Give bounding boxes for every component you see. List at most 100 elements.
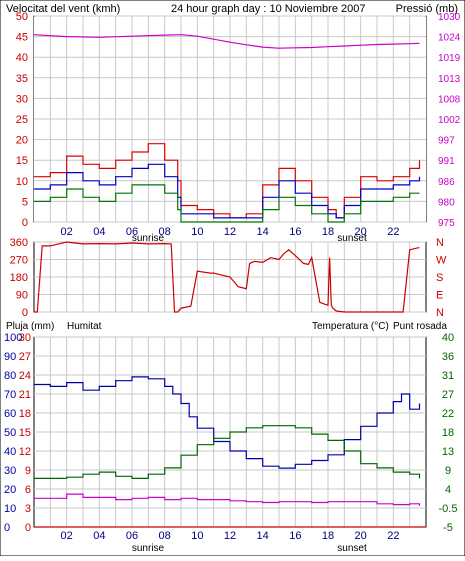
pressure-tick-label: 1024 xyxy=(438,33,461,44)
climate-x-tick-label: 12 xyxy=(224,530,236,542)
wind-x-tick-label: 08 xyxy=(159,226,171,238)
pressure-series-line xyxy=(33,34,420,49)
climate-x-tick-label: 18 xyxy=(322,530,334,542)
temperature-tick-label: 40 xyxy=(442,332,454,344)
wind-x-tick-label: 14 xyxy=(257,226,269,238)
graph-title: 24 hour graph day : 10 Noviembre 2007 xyxy=(171,3,365,15)
pressure-tick-label: 980 xyxy=(438,197,455,208)
direction-compass-label: S xyxy=(436,272,443,284)
sunrise-label-top: sunrise xyxy=(132,233,165,244)
wind-tick-label: 40 xyxy=(16,52,28,64)
pressure-tick-label: 1008 xyxy=(438,94,461,105)
rain-tick-label: 12 xyxy=(19,446,31,458)
rain-axis-label: Pluja (mm) xyxy=(6,321,54,332)
direction-tick-label: 90 xyxy=(16,290,28,302)
humidity-series-line xyxy=(34,376,421,469)
wind-tick-label: 20 xyxy=(16,135,28,147)
rain-tick-label: 9 xyxy=(25,465,31,477)
pressure-tick-label: 986 xyxy=(438,177,455,188)
direction-compass-label: W xyxy=(436,255,447,267)
rain-tick-label: 0 xyxy=(25,522,31,534)
wind-x-tick-label: 20 xyxy=(355,226,367,238)
rain-tick-label: 24 xyxy=(19,370,31,382)
climate-x-tick-label: 06 xyxy=(126,530,138,542)
humidity-tick-label: 0 xyxy=(4,522,10,534)
wind-x-tick-label: 04 xyxy=(93,226,105,238)
humidity-tick-label: 70 xyxy=(4,389,16,401)
humidity-tick-label: 30 xyxy=(4,465,16,477)
wind-x-tick-label: 16 xyxy=(289,226,301,238)
rain-tick-label: 30 xyxy=(19,332,31,344)
temperature-tick-label: 31 xyxy=(442,370,454,382)
pressure-tick-label: 975 xyxy=(438,218,455,229)
direction-series-line xyxy=(34,241,420,313)
climate-x-tick-label: 20 xyxy=(355,530,367,542)
temperature-tick-label: 27 xyxy=(442,389,454,401)
wind-tick-label: 45 xyxy=(16,32,28,44)
wind-tick-label: 35 xyxy=(16,73,28,85)
temperature-tick-label: 22 xyxy=(442,408,454,420)
temperature-tick-label: -5 xyxy=(443,522,453,534)
wind-series-line xyxy=(34,184,420,223)
wind-x-tick-label: 06 xyxy=(126,226,138,238)
sunset-label-bottom: sunset xyxy=(337,543,367,554)
wind-tick-label: 50 xyxy=(16,11,28,23)
temperature-tick-label: 9 xyxy=(445,465,451,477)
humidity-tick-label: 90 xyxy=(4,351,16,363)
wind-tick-label: 30 xyxy=(16,93,28,105)
wind-x-tick-label: 02 xyxy=(61,226,73,238)
rain-tick-label: 15 xyxy=(19,427,31,439)
dewpoint-series-line xyxy=(34,493,421,506)
pressure-axis-label: Pressió (mb) xyxy=(396,3,458,15)
rain-tick-label: 27 xyxy=(19,351,31,363)
climate-x-tick-label: 14 xyxy=(257,530,269,542)
wind-tick-label: 5 xyxy=(22,196,28,208)
direction-compass-label: N xyxy=(436,237,444,249)
sunrise-label-bottom: sunrise xyxy=(132,543,165,554)
wind-tick-label: 10 xyxy=(16,176,28,188)
wind-tick-label: 15 xyxy=(16,155,28,167)
pressure-tick-label: 1030 xyxy=(438,12,461,23)
wind-x-tick-label: 18 xyxy=(322,226,334,238)
direction-compass-label: N xyxy=(436,307,444,319)
series-layer xyxy=(33,34,426,528)
wind-tick-label: 0 xyxy=(22,217,28,229)
temperature-tick-label: -0.5 xyxy=(439,503,458,515)
pressure-tick-label: 997 xyxy=(438,136,455,147)
climate-x-tick-label: 10 xyxy=(191,530,203,542)
wind-x-tick-label: 22 xyxy=(387,226,399,238)
rain-tick-label: 6 xyxy=(25,484,31,496)
direction-compass-label: E xyxy=(436,290,443,302)
temperature-tick-label: 18 xyxy=(442,427,454,439)
temperature-tick-label: 4 xyxy=(445,484,451,496)
temperature-series-line xyxy=(34,425,421,479)
climate-x-tick-label: 02 xyxy=(61,530,73,542)
pressure-tick-label: 1019 xyxy=(438,53,461,64)
temperature-tick-label: 36 xyxy=(442,351,454,363)
sunset-label-top: sunset xyxy=(337,233,367,244)
wind-x-tick-label: 12 xyxy=(224,226,236,238)
wind-axis-label: Velocitat del vent (kmh) xyxy=(6,3,120,15)
wind-x-tick-label: 10 xyxy=(191,226,203,238)
dewpoint-axis-label: Punt rosada xyxy=(393,321,447,332)
temperature-tick-label: 13 xyxy=(442,446,454,458)
direction-tick-label: 360 xyxy=(10,237,28,249)
climate-x-tick-label: 22 xyxy=(387,530,399,542)
rain-tick-label: 3 xyxy=(25,503,31,515)
humidity-axis-label: Humitat xyxy=(67,321,102,332)
pressure-tick-label: 1013 xyxy=(438,74,461,85)
humidity-tick-label: 20 xyxy=(4,484,16,496)
rain-tick-label: 18 xyxy=(19,408,31,420)
direction-tick-label: 0 xyxy=(22,307,28,319)
pressure-tick-label: 991 xyxy=(438,156,455,167)
humidity-tick-label: 80 xyxy=(4,370,16,382)
humidity-tick-label: 60 xyxy=(4,408,16,420)
humidity-tick-label: 50 xyxy=(4,427,16,439)
axis-labels-layer: 0510152025303540455097598098699199710021… xyxy=(4,11,461,542)
pressure-tick-label: 1002 xyxy=(438,115,461,126)
humidity-tick-label: 100 xyxy=(4,332,22,344)
direction-tick-label: 180 xyxy=(10,272,28,284)
temperature-axis-label: Temperatura (°C) xyxy=(312,321,389,332)
